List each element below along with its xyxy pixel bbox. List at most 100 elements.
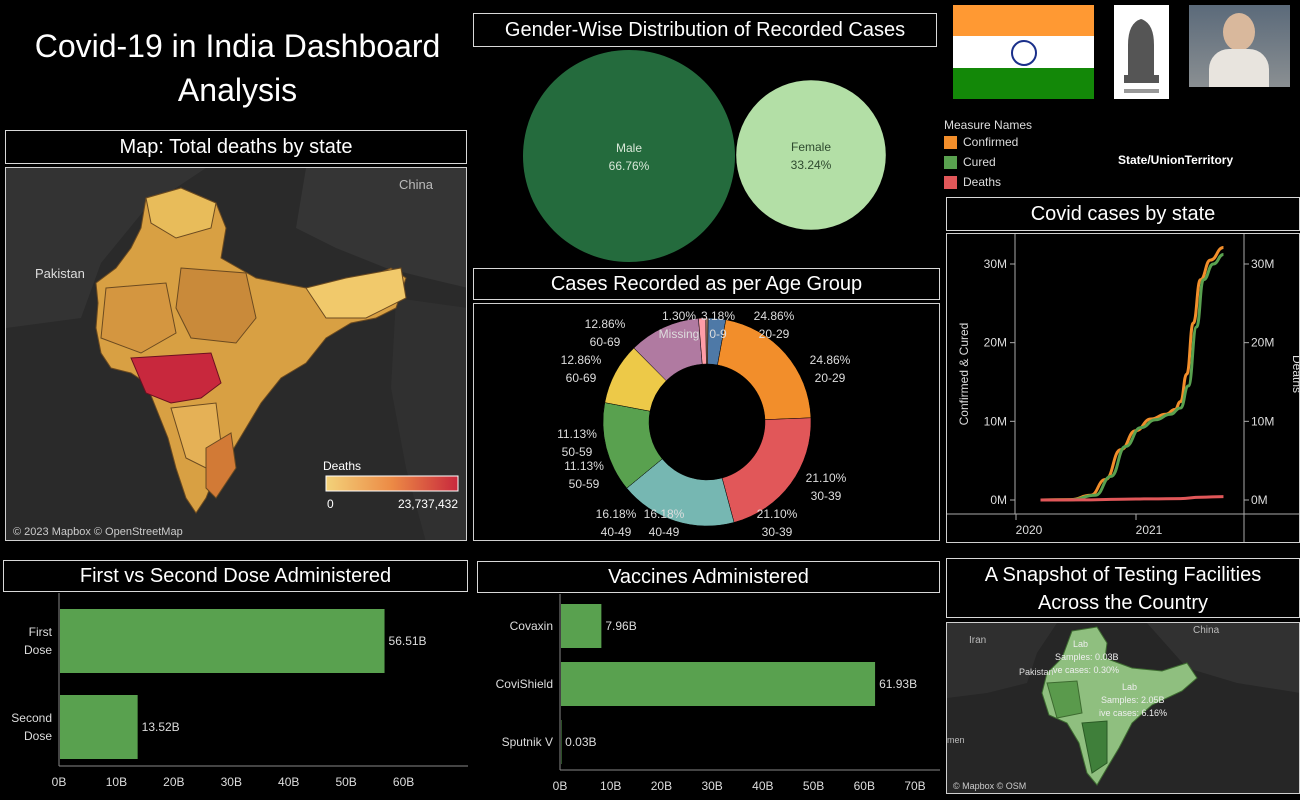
bar-value-label: 7.96B: [605, 619, 636, 633]
bar-covaxin: [561, 604, 602, 648]
map-legend-max: 23,737,432: [398, 497, 458, 511]
age-group-label: 40-49: [601, 525, 632, 539]
x-tick-label: 10B: [106, 775, 127, 789]
age-value-label: 3.18%: [701, 309, 735, 323]
x-tick-label: 10B: [600, 779, 621, 793]
tooltip-samples-1: Samples: 0.03B: [1055, 652, 1119, 662]
state-rajasthan: [100, 282, 177, 354]
testing-title-line-2: Across the Country: [1037, 592, 1209, 614]
legend-title: Measure Names: [944, 118, 1033, 132]
bar-first-dose: [60, 609, 385, 673]
testing-map-svg: Iran China Pakistan men Lab Samples: 0.0…: [947, 623, 1299, 793]
state-central: [175, 267, 257, 344]
testing-label-china: China: [1193, 625, 1220, 636]
gender-label-male: Male: [616, 141, 642, 155]
age-slice-8: [705, 317, 709, 365]
legend-item-deaths[interactable]: Deaths: [944, 172, 1104, 192]
category-label: Dose: [24, 643, 52, 657]
india-flag: [953, 5, 1094, 99]
category-label: Sputnik V: [502, 735, 553, 749]
testing-land-china: [1147, 623, 1299, 693]
line-series-confirmed: [1040, 245, 1224, 502]
testing-panel-title: A Snapshot of Testing Facilities Across …: [946, 558, 1300, 618]
map-label-china: China: [399, 177, 434, 192]
y-tick-label: 20M: [984, 336, 1007, 350]
age-group-label: 60-69: [590, 335, 621, 349]
testing-title-line-1: A Snapshot of Testing Facilities: [984, 564, 1262, 586]
y2-tick-label: 0M: [1251, 493, 1268, 507]
testing-map[interactable]: Iran China Pakistan men Lab Samples: 0.0…: [946, 622, 1300, 794]
age-group-label: 30-39: [762, 525, 793, 539]
map-legend-min: 0: [327, 497, 334, 511]
bar-sputnik-v: [561, 720, 562, 764]
map-label-pakistan: Pakistan: [35, 266, 85, 281]
age-group-label: 30-39: [811, 489, 842, 503]
measure-legend: Measure Names Confirmed Cured Deaths: [944, 118, 1104, 192]
map-legend-gradient: [325, 475, 459, 492]
x-tick-label: 70B: [904, 779, 925, 793]
title-line-1: Covid-19 in India Dashboard: [34, 28, 441, 64]
y2-tick-label: 20M: [1251, 336, 1274, 350]
x-tick-label: 30B: [221, 775, 242, 789]
legend-label: Confirmed: [963, 135, 1019, 149]
vaccine-panel-title: Vaccines Administered: [477, 561, 940, 593]
age-value-label: 1.30%: [662, 309, 696, 323]
age-value-label: 21.10%: [757, 507, 798, 521]
map-attribution: © 2023 Mapbox © OpenStreetMap: [13, 526, 183, 538]
testing-india-shape: [1041, 626, 1198, 786]
gender-bubble-male: [523, 50, 735, 262]
age-value-label: 12.86%: [561, 353, 602, 367]
age-value-label: 11.13%: [557, 427, 597, 441]
line-series-cured: [1040, 253, 1224, 502]
age-group-label: 50-59: [562, 445, 593, 459]
legend-swatch: [944, 175, 957, 189]
bar-value-label: 0.03B: [565, 735, 596, 749]
age-group-label: 20-29: [759, 327, 790, 341]
gender-label-female: Female: [791, 140, 831, 154]
line-series-deaths: [1040, 495, 1224, 502]
testing-state-south: [1081, 720, 1108, 774]
covid-panel-title: Covid cases by state: [946, 197, 1300, 231]
testing-label-iran: Iran: [969, 635, 986, 646]
lion-capital-icon: [1124, 19, 1159, 93]
x-tick-label: 60B: [854, 779, 875, 793]
age-value-label: 16.18%: [644, 507, 685, 521]
legend-item-confirmed[interactable]: Confirmed: [944, 132, 1104, 152]
legend-item-cured[interactable]: Cured: [944, 152, 1104, 172]
title-line-2: Analysis: [177, 72, 298, 108]
testing-label-pakistan: Pakistan: [1019, 667, 1054, 677]
age-panel-title: Cases Recorded as per Age Group: [473, 268, 940, 300]
x-tick-label: 2020: [1016, 523, 1043, 537]
x-tick-label: 30B: [701, 779, 722, 793]
x-tick-label: 50B: [335, 775, 356, 789]
state-filter-label[interactable]: State/UnionTerritory: [1118, 153, 1234, 167]
category-label: Dose: [24, 729, 52, 743]
land-west: [6, 168, 206, 328]
emblem-image: [1114, 5, 1169, 99]
tooltip-positive-2: ive cases: 6.16%: [1099, 708, 1167, 718]
category-label: Second: [11, 711, 52, 725]
y-axis-title: Confirmed & Cured: [957, 323, 971, 426]
x-tick-label: 40B: [278, 775, 299, 789]
y2-axis-title: Deaths: [1290, 355, 1300, 393]
testing-label-men: men: [947, 735, 965, 745]
legend-label: Cured: [963, 155, 996, 169]
age-group-label: Missing: [659, 327, 700, 341]
x-tick-label: 40B: [752, 779, 773, 793]
x-tick-label: 20B: [163, 775, 184, 789]
bar-second-dose: [60, 695, 138, 759]
y2-tick-label: 30M: [1251, 257, 1274, 271]
legend-label: Deaths: [963, 175, 1002, 189]
testing-state-west: [1046, 680, 1083, 719]
x-tick-label: 0B: [52, 775, 67, 789]
age-chart: 3.18% 0-9 24.86% 20-29 24.86% 20-29 21.10% 30-3…: [557, 309, 851, 539]
age-chart-panel: 3.18% 0-9 24.86% 20-29 24.86% 20-29 21.10% 30-3…: [473, 303, 940, 541]
age-value-label: 11.13%: [564, 459, 604, 473]
deaths-map[interactable]: China Pakistan Deaths 0 23,737,432 © 202…: [5, 167, 467, 541]
legend-swatch: [944, 135, 957, 149]
y-tick-label: 30M: [984, 257, 1007, 271]
y-tick-label: 0M: [990, 493, 1007, 507]
age-value-label: 16.18%: [596, 507, 637, 521]
age-group-label: 40-49: [649, 525, 680, 539]
x-tick-label: 0B: [553, 779, 568, 793]
